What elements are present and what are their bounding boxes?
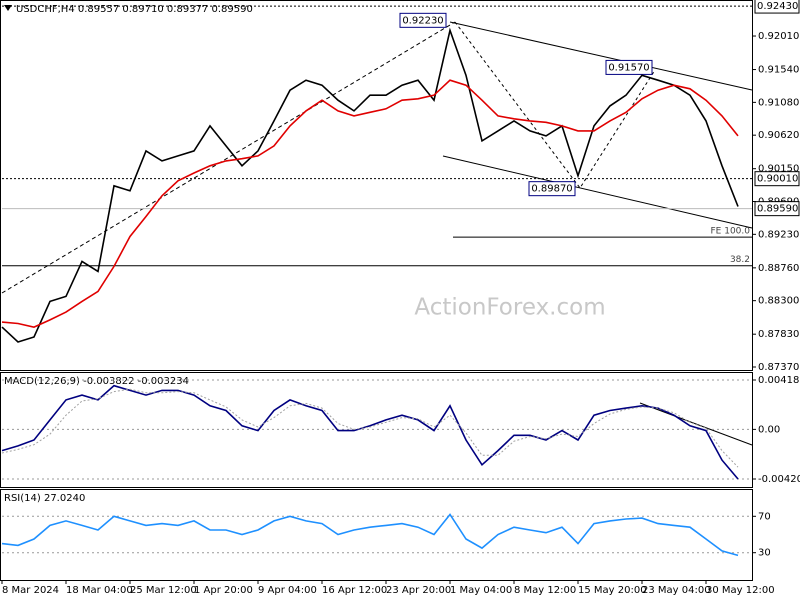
- trend-line: [1, 21, 456, 294]
- x-tick-label: 1 Apr 20:00: [194, 585, 253, 596]
- x-tick-label: 1 May 04:00: [450, 585, 512, 596]
- swing-box: [605, 59, 653, 75]
- channel-upper: [449, 21, 753, 91]
- pane-title: USDCHF,H4 0.89557 0.89710 0.89377 0.8959…: [16, 4, 253, 15]
- y-tick-label: 0.87370: [758, 362, 799, 373]
- y-tick-label: 0.89230: [758, 229, 799, 240]
- price-level-box: [754, 171, 800, 187]
- y-tick-label: 0.91540: [758, 65, 799, 76]
- x-tick-label: 23 Apr 20:00: [386, 585, 451, 596]
- x-tick-label: 18 Mar 04:00: [66, 585, 133, 596]
- x-tick-label: 30 May 12:00: [706, 585, 775, 596]
- x-tick-label: 23 May 04:00: [642, 585, 711, 596]
- y-tick-label: 0.00: [758, 424, 780, 435]
- y-tick-label: 0.90150: [758, 164, 799, 175]
- rsi-pane: [0, 489, 753, 581]
- swing-box: [528, 181, 576, 197]
- fib-label: 38.2: [730, 255, 750, 265]
- price-level-label: 0.92430: [757, 1, 798, 12]
- watermark: ActionForex.com: [414, 295, 605, 321]
- price-level-box: [754, 0, 800, 14]
- macd-trend-line: [639, 402, 753, 446]
- x-tick-label: 25 Mar 12:00: [130, 585, 197, 596]
- series-line: [1, 384, 739, 480]
- price-level-label: 0.90010: [757, 174, 798, 185]
- x-tick-label: 15 May 20:00: [578, 585, 647, 596]
- y-tick-label: 0.004182: [758, 375, 800, 386]
- series-line: [1, 79, 739, 328]
- channel-lower: [442, 155, 753, 229]
- y-tick-label: 0.88760: [758, 263, 799, 274]
- y-tick-label: 0.92010: [758, 31, 799, 42]
- price-level-box: [754, 201, 800, 217]
- swing-label: 0.92230: [402, 15, 443, 26]
- price-pane: [0, 0, 753, 371]
- series-line: [1, 388, 739, 468]
- fib-label: FE 100.0: [711, 227, 751, 237]
- pane-title: RSI(14) 27.0240: [4, 493, 85, 504]
- pane-borders: [0, 0, 753, 581]
- series-line: [1, 513, 739, 557]
- swing-box: [399, 12, 447, 28]
- y-tick-label: 70: [758, 511, 771, 522]
- pane-title: MACD(12,26,9) -0.003822 -0.003234: [4, 376, 189, 387]
- x-tick-label: 9 Apr 04:00: [258, 585, 317, 596]
- x-tick-label: 8 May 12:00: [514, 585, 576, 596]
- y-tick-label: 30: [758, 548, 771, 559]
- y-tick-label: 0.88300: [758, 296, 799, 307]
- x-tick-label: 8 Mar 2024: [2, 585, 59, 596]
- y-tick-label: 0.90620: [758, 130, 799, 141]
- price-level-label: 0.89590: [757, 204, 798, 215]
- x-tick-label: 16 Apr 12:00: [322, 585, 387, 596]
- y-tick-label: 0.87830: [758, 329, 799, 340]
- series-line: [1, 27, 739, 343]
- y-tick-label: -0.004203: [758, 474, 800, 485]
- macd-pane: [0, 372, 753, 488]
- swing-label: 0.89870: [531, 184, 572, 195]
- swing-label: 0.91570: [608, 62, 649, 73]
- y-tick-label: 0.91080: [758, 97, 799, 108]
